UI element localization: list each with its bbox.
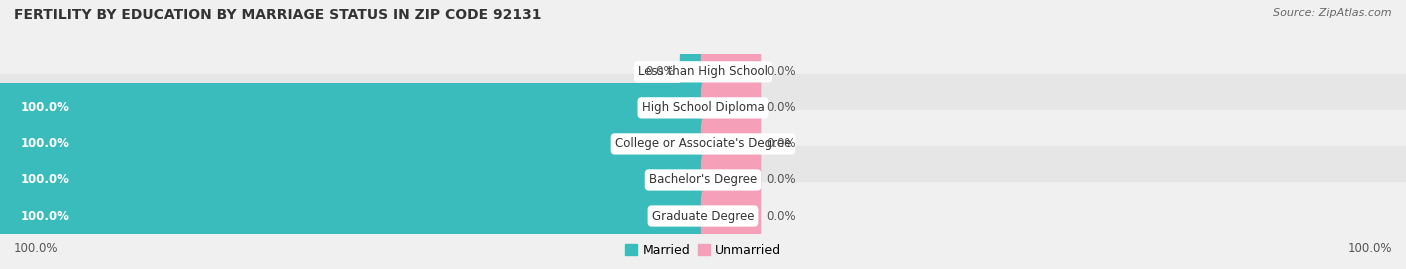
- FancyBboxPatch shape: [0, 38, 1406, 106]
- FancyBboxPatch shape: [0, 74, 1406, 142]
- Text: 0.0%: 0.0%: [766, 210, 796, 222]
- FancyBboxPatch shape: [0, 110, 1406, 178]
- FancyBboxPatch shape: [0, 182, 1406, 250]
- FancyBboxPatch shape: [0, 83, 706, 133]
- Text: Graduate Degree: Graduate Degree: [652, 210, 754, 222]
- Text: 100.0%: 100.0%: [21, 210, 70, 222]
- Text: High School Diploma: High School Diploma: [641, 101, 765, 114]
- Text: 0.0%: 0.0%: [766, 65, 796, 78]
- Text: 100.0%: 100.0%: [21, 137, 70, 150]
- Text: College or Associate's Degree: College or Associate's Degree: [614, 137, 792, 150]
- Text: 0.0%: 0.0%: [645, 65, 675, 78]
- FancyBboxPatch shape: [0, 146, 1406, 214]
- FancyBboxPatch shape: [702, 119, 762, 169]
- Text: 100.0%: 100.0%: [21, 174, 70, 186]
- Legend: Married, Unmarried: Married, Unmarried: [620, 239, 786, 262]
- FancyBboxPatch shape: [681, 47, 706, 97]
- FancyBboxPatch shape: [0, 191, 706, 241]
- Text: 100.0%: 100.0%: [1347, 242, 1392, 255]
- Text: 0.0%: 0.0%: [766, 101, 796, 114]
- FancyBboxPatch shape: [702, 155, 762, 205]
- Text: Source: ZipAtlas.com: Source: ZipAtlas.com: [1274, 8, 1392, 18]
- Text: FERTILITY BY EDUCATION BY MARRIAGE STATUS IN ZIP CODE 92131: FERTILITY BY EDUCATION BY MARRIAGE STATU…: [14, 8, 541, 22]
- FancyBboxPatch shape: [702, 191, 762, 241]
- Text: 100.0%: 100.0%: [21, 101, 70, 114]
- FancyBboxPatch shape: [702, 47, 762, 97]
- FancyBboxPatch shape: [0, 155, 706, 205]
- Text: Bachelor's Degree: Bachelor's Degree: [650, 174, 756, 186]
- Text: 0.0%: 0.0%: [766, 174, 796, 186]
- FancyBboxPatch shape: [702, 83, 762, 133]
- FancyBboxPatch shape: [0, 119, 706, 169]
- Text: 100.0%: 100.0%: [14, 242, 59, 255]
- Text: Less than High School: Less than High School: [638, 65, 768, 78]
- Text: 0.0%: 0.0%: [766, 137, 796, 150]
